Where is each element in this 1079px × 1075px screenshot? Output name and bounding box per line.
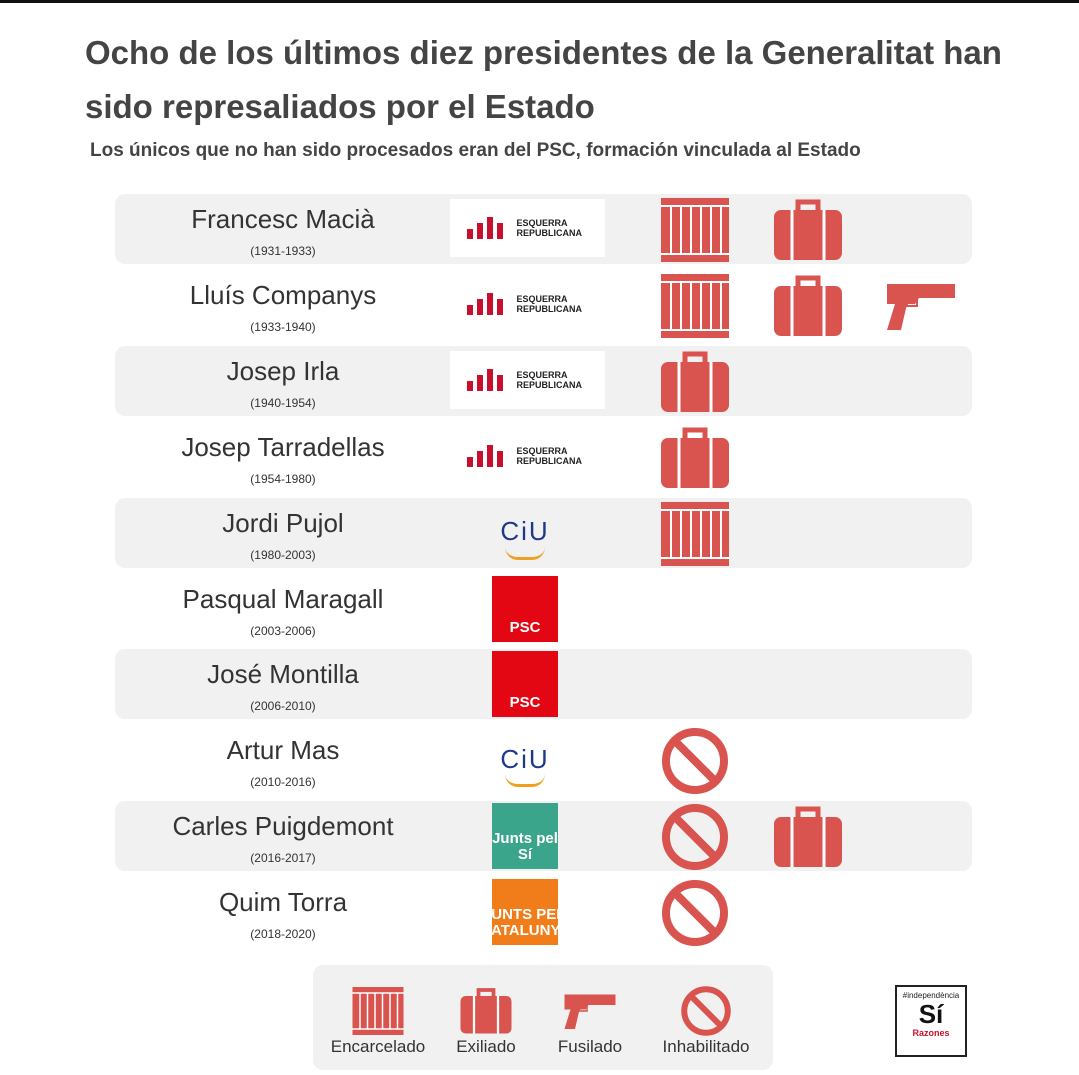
president-name: Carles Puigdemont [172,811,394,842]
party-logo: PSC [492,651,558,718]
row-band [115,497,972,568]
president-years: (1931-1933) [250,244,316,258]
party-label: CiU [500,743,550,774]
party-label: ESQUERRA REPUBLICANA [516,445,583,466]
president-name: Francesc Macià [191,204,375,234]
president-years: (2003-2006) [250,623,316,638]
mark-bar [486,444,493,467]
mark-bar [486,368,493,391]
gun-icon [563,984,617,1038]
mark-bar [466,304,473,315]
legend-label: Fusilado [557,1037,623,1056]
party-label: ESQUERRA REPUBLICANA [516,369,583,390]
badge-bottom: Razones [912,1028,950,1038]
badge-top: #independència [902,991,960,1000]
ban-icon [659,725,731,797]
mark-bar [496,450,503,467]
badge: #independència Sí Razones [895,985,967,1057]
party-logo: ESQUERRA REPUBLICANA [450,426,605,485]
president-name: Artur Mas [226,735,340,766]
party-label: CiU [500,516,550,547]
party-logo: ESQUERRA REPUBLICANA [450,199,605,257]
party-mark [466,444,507,467]
party-logo: Junts pel Sí [492,803,558,870]
president-years: (1933-1940) [250,319,316,334]
party-mark [466,217,507,239]
ban-icon [659,801,731,873]
president-years: (2010-2016) [250,775,316,790]
mark-bar [496,298,503,315]
top-rule [0,0,1079,3]
party-logo: JUNTS PER CATALUNYA [480,879,570,946]
party-label: PSC [509,694,541,712]
party-mark [466,368,507,391]
mark-bar [486,217,493,239]
party-logo: PSC [492,575,558,642]
mark-bar [466,456,473,467]
gun-icon [885,270,957,342]
party-label: ESQUERRA REPUBLICANA [516,293,583,314]
party-label: Junts pel Sí [492,830,558,864]
president-name: Josep Irla [226,355,340,386]
suitcase-icon [659,346,731,418]
suitcase-icon [772,194,844,266]
legend-label: Inhabilitado [662,1037,750,1056]
title: Ocho de los últimos diez presidentes de … [85,34,1002,125]
suitcase-icon [659,422,731,494]
mark-bar [466,229,473,239]
jail-icon [659,270,731,342]
president-years: (2016-2017) [250,851,316,866]
mark-bar [466,380,473,391]
mark-bar [496,223,503,239]
mark-bar [476,298,483,315]
legend-label: Exiliado [456,1037,516,1056]
jail-icon [659,194,731,266]
president-years: (2018-2020) [250,927,316,942]
party-logo: CiU [470,730,580,791]
party-label: ESQUERRA REPUBLICANA [516,218,583,238]
subtitle: Los únicos que no han sido procesados er… [90,140,861,161]
party-label: JUNTS PER CATALUNYA [480,906,570,940]
president-name: Josep Tarradellas [181,431,385,462]
party-logo: ESQUERRA REPUBLICANA [450,274,605,333]
party-mark [466,292,507,315]
badge-main: Sí [918,999,944,1029]
mark-bar [486,292,493,315]
jail-icon [659,498,731,570]
ban-icon [679,984,733,1038]
president-name: Quim Torra [218,887,348,918]
president-years: (1954-1980) [250,471,316,486]
suitcase-icon [772,801,844,873]
suitcase-icon [459,984,513,1038]
party-logo: ESQUERRA REPUBLICANA [450,350,605,409]
president-name: Pasqual Maragall [182,583,384,614]
president-name: Lluís Companys [189,279,377,310]
mark-bar [496,374,503,391]
president-years: (1940-1954) [250,395,316,410]
party-swoosh [505,774,545,788]
president-years: (1980-2003) [250,547,316,562]
suitcase-icon [772,270,844,342]
president-name: Jordi Pujol [222,507,344,538]
president-name: José Montilla [207,659,359,690]
party-swoosh [505,547,545,560]
party-logo: CiU [470,503,580,564]
president-years: (2006-2010) [250,699,316,714]
jail-icon [351,984,405,1038]
legend-label: Encarcelado [330,1037,426,1056]
ban-icon [659,877,731,949]
mark-bar [476,223,483,239]
party-label: PSC [509,618,541,636]
mark-bar [476,450,483,467]
mark-bar [476,374,483,391]
